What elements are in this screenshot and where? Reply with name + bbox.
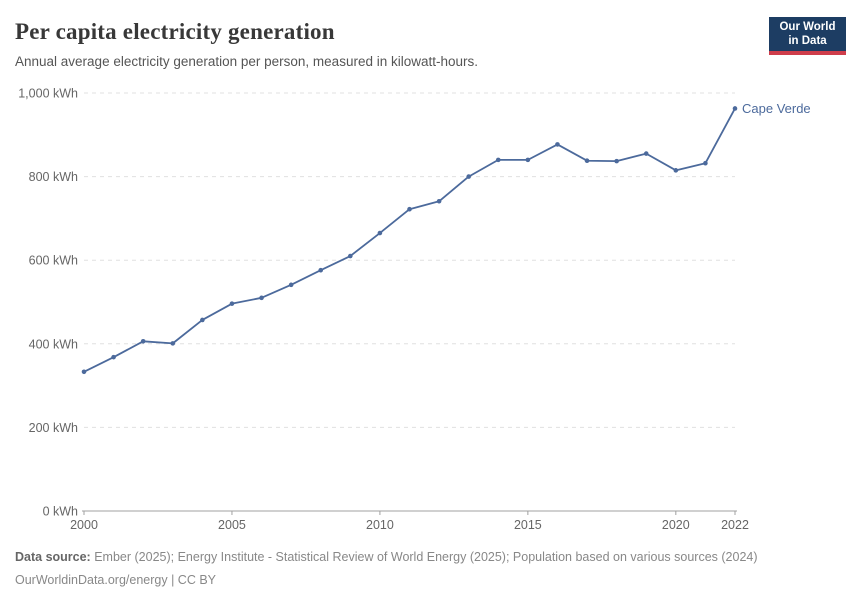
owid-logo-line2: in Data (788, 34, 827, 47)
data-point-2013 (466, 174, 471, 179)
data-point-2011 (407, 206, 412, 212)
owid-logo-line1: Our World (779, 21, 836, 33)
data-point-2017 (584, 158, 590, 164)
data-point-2018 (614, 158, 619, 164)
data-line-cape-verde (83, 107, 736, 373)
y-tick-label-800: 800 kWh (29, 170, 78, 184)
x-tick-label-2015: 2015 (514, 518, 542, 532)
x-tick-label-2020: 2020 (662, 518, 690, 532)
data-point-2020 (673, 168, 679, 173)
y-tick-label-200: 200 kWh (29, 421, 78, 435)
data-point-2002 (140, 338, 146, 344)
page-title: Per capita electricity generation (15, 19, 335, 44)
data-point-2022 (732, 106, 738, 111)
data-point-2021 (703, 160, 708, 166)
owid-logo: Our World in Data (769, 17, 846, 55)
x-tick-label-2000: 2000 (70, 518, 98, 532)
chart-footer: Data source: Ember (2025); Energy Instit… (15, 546, 835, 592)
data-point-2006 (259, 295, 264, 301)
data-point-2003 (170, 341, 176, 346)
data-source-label: Data source: (15, 550, 91, 564)
data-point-2004 (200, 317, 205, 323)
x-tick-label-2022: 2022 (721, 518, 749, 532)
data-point-2019 (643, 151, 649, 156)
data-source-text: Ember (2025); Energy Institute - Statist… (94, 550, 758, 564)
data-point-2005 (229, 301, 235, 306)
y-tick-label-600: 600 kWh (29, 254, 78, 268)
data-point-2010 (377, 230, 383, 236)
chart-subtitle: Annual average electricity generation pe… (15, 54, 479, 69)
y-tick-label-0: 0 kWh (43, 505, 78, 519)
data-source-line: Data source: Ember (2025); Energy Instit… (15, 546, 835, 569)
data-point-2008 (318, 267, 324, 273)
series-end-label: Cape Verde (742, 101, 811, 116)
data-point-2014 (495, 157, 501, 163)
data-point-2012 (436, 198, 442, 204)
data-point-2015 (525, 157, 531, 163)
x-tick-label-2010: 2010 (366, 518, 394, 532)
data-point-2009 (348, 253, 353, 259)
y-tick-label-400: 400 kWh (29, 337, 78, 351)
license-line: OurWorldinData.org/energy | CC BY (15, 573, 217, 587)
data-point-2007 (288, 282, 294, 288)
y-tick-label-1000: 1,000 kWh (18, 87, 78, 101)
data-point-2001 (111, 354, 116, 360)
data-point-2016 (555, 142, 560, 147)
data-point-2000 (81, 369, 87, 375)
x-tick-label-2005: 2005 (218, 518, 246, 532)
